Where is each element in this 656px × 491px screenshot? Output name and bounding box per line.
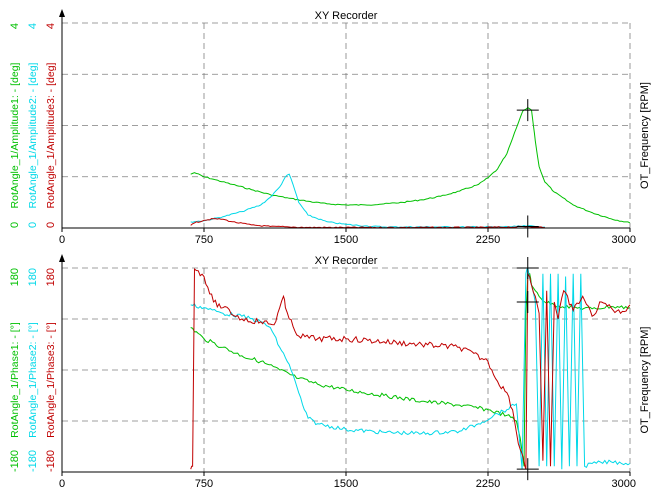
- y-axis-series-label: RotAngle_1/Amplitude1: - [deg]: [9, 62, 21, 208]
- y-tick-label-max: 4: [27, 23, 39, 29]
- grid-lines: [62, 22, 631, 228]
- series-line-2: [190, 268, 631, 470]
- top-amplitude-chart: XY Recorder 0 750 1500 2250 3000 0 4 RotAngle_…: [9, 9, 651, 246]
- cursor-marker: [516, 99, 539, 122]
- y-axis-series-label: RotAngle_1/Phase1: - [°]: [9, 322, 21, 438]
- y-tick-label-min: -180: [9, 450, 21, 472]
- cursor-markers: [516, 99, 539, 238]
- y-tick-label-max: 4: [45, 23, 57, 29]
- x-tick-labels: 0 750 1500 2250 3000: [59, 478, 636, 490]
- x-tick-label: 3000: [612, 478, 636, 490]
- x-tick-label: 0: [59, 234, 65, 246]
- axes: [59, 254, 631, 476]
- y-axis-series-label: RotAngle_1/Phase2: - [°]: [27, 322, 39, 438]
- right-axis-label: OT_Frequency [RPM]: [639, 82, 651, 189]
- y-tick-label-max: 180: [9, 268, 21, 286]
- y-tick-label-max: 4: [9, 23, 21, 29]
- series-line-1: [190, 173, 545, 229]
- x-tick-label: 2250: [476, 234, 500, 246]
- y-axis-series-label: RotAngle_1/Amplitude3: - [deg]: [45, 62, 57, 208]
- series-group: [190, 266, 631, 470]
- series-group: [190, 106, 631, 229]
- y-tick-label-max: 180: [45, 268, 57, 286]
- y-tick-label-min: -180: [45, 450, 57, 472]
- x-tick-label: 750: [195, 478, 213, 490]
- y-axis-labels: -180 180 RotAngle_1/Phase3: - [°] -180 180 Ro…: [9, 268, 57, 472]
- series-line-0: [190, 106, 631, 224]
- x-tick-label: 3000: [612, 234, 636, 246]
- chart-title: XY Recorder: [315, 255, 378, 267]
- x-tick-label: 1500: [334, 234, 358, 246]
- cursor-marker: [516, 458, 539, 481]
- cursor-marker: [516, 291, 539, 313]
- y-tick-label-min: 0: [45, 222, 57, 228]
- series-line-2: [190, 217, 545, 229]
- chart-title: XY Recorder: [315, 10, 378, 22]
- axes: [59, 9, 631, 232]
- y-axis-series-label: RotAngle_1/Phase3: - [°]: [45, 322, 57, 438]
- y-tick-label-min: 0: [9, 222, 21, 228]
- x-tick-labels: 0 750 1500 2250 3000: [59, 234, 636, 246]
- x-tick-label: 0: [59, 478, 65, 490]
- series-line-0: [190, 273, 631, 467]
- y-tick-label-max: 180: [27, 268, 39, 286]
- y-axis-labels: 0 4 RotAngle_1/Amplitude3: - [deg] 0 4 RotAng…: [9, 23, 57, 228]
- cursor-marker: [516, 257, 539, 279]
- y-tick-label-min: -180: [27, 450, 39, 472]
- y-axis-arrow: [59, 9, 65, 17]
- bottom-phase-chart: XY Recorder 0 750 1500 2250 3000 -180 180 RotA…: [9, 254, 651, 490]
- y-axis-series-label: RotAngle_1/Amplitude2: - [deg]: [27, 62, 39, 208]
- x-tick-label: 750: [195, 234, 213, 246]
- cursor-markers: [516, 257, 539, 481]
- cursor-marker: [516, 215, 539, 238]
- x-tick-label: 1500: [334, 478, 358, 490]
- series-line-1: [190, 266, 631, 470]
- y-tick-label-min: 0: [27, 222, 39, 228]
- y-axis-arrow: [59, 254, 65, 262]
- x-tick-label: 2250: [476, 478, 500, 490]
- right-axis-label: OT_Frequency [RPM]: [639, 327, 651, 434]
